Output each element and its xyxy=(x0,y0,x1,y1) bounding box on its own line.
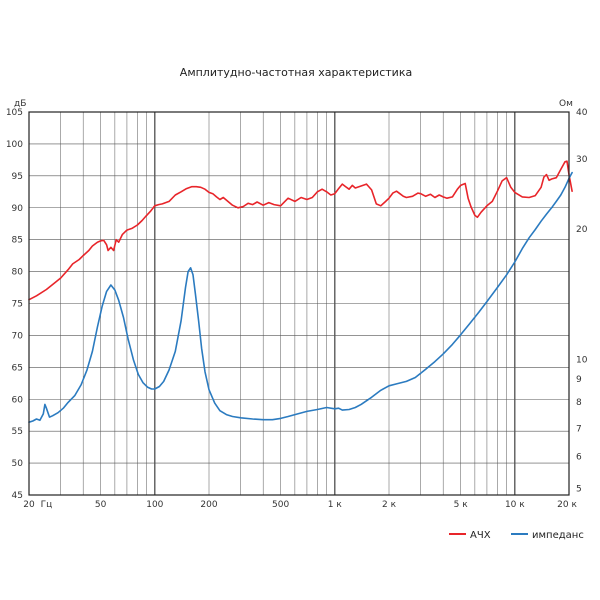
x-tick-label: 50 xyxy=(95,500,107,510)
grid xyxy=(28,111,570,496)
left-tick-label: 65 xyxy=(12,363,23,373)
plot-frame xyxy=(28,111,570,496)
left-tick-label: 105 xyxy=(6,108,23,118)
right-tick-label: 5 xyxy=(576,485,582,495)
left-tick-label: 70 xyxy=(12,331,24,341)
right-tick-label: 9 xyxy=(576,375,582,385)
left-tick-label: 75 xyxy=(12,300,23,310)
right-tick-label: 20 xyxy=(576,225,588,235)
left-tick-label: 60 xyxy=(12,395,24,405)
left-tick-label: 95 xyxy=(12,172,23,182)
left-tick-label: 50 xyxy=(12,459,24,469)
x-tick-label: Гц xyxy=(41,500,53,510)
series-line-frequency-response xyxy=(28,160,573,301)
x-tick-label: 5 к xyxy=(454,500,469,510)
x-tick-label: 500 xyxy=(272,500,289,510)
left-tick-label: 55 xyxy=(12,427,23,437)
left-axis-unit: дБ xyxy=(14,99,26,109)
series-line-impedance xyxy=(28,171,573,423)
x-tick-label: 20 к xyxy=(557,500,577,510)
x-tick-label: 200 xyxy=(200,500,217,510)
right-tick-label: 40 xyxy=(576,108,588,118)
right-tick-label: 8 xyxy=(576,398,582,408)
right-tick-label: 6 xyxy=(576,453,582,463)
right-tick-label: 30 xyxy=(576,155,588,165)
x-tick-label: 1 к xyxy=(328,500,343,510)
left-tick-label: 85 xyxy=(12,236,23,246)
x-tick-label: 2 к xyxy=(382,500,397,510)
right-axis-unit: Ом xyxy=(559,99,573,109)
left-tick-label: 80 xyxy=(12,268,24,278)
right-tick-label: 10 xyxy=(576,356,588,366)
series-layer xyxy=(28,160,573,423)
right-tick-label: 7 xyxy=(576,425,582,435)
legend: АЧХ импеданс xyxy=(449,530,584,541)
left-tick-label: 100 xyxy=(6,140,23,150)
legend-label: импеданс xyxy=(532,530,584,541)
left-tick-label: 90 xyxy=(12,204,24,214)
x-tick-label: 20 xyxy=(23,500,35,510)
x-tick-label: 100 xyxy=(146,500,163,510)
x-tick-label: 10 к xyxy=(505,500,525,510)
legend-label: АЧХ xyxy=(470,530,491,541)
left-tick-label: 45 xyxy=(12,491,23,501)
chart-title: Амплитудно-частотная характеристика xyxy=(180,66,412,79)
